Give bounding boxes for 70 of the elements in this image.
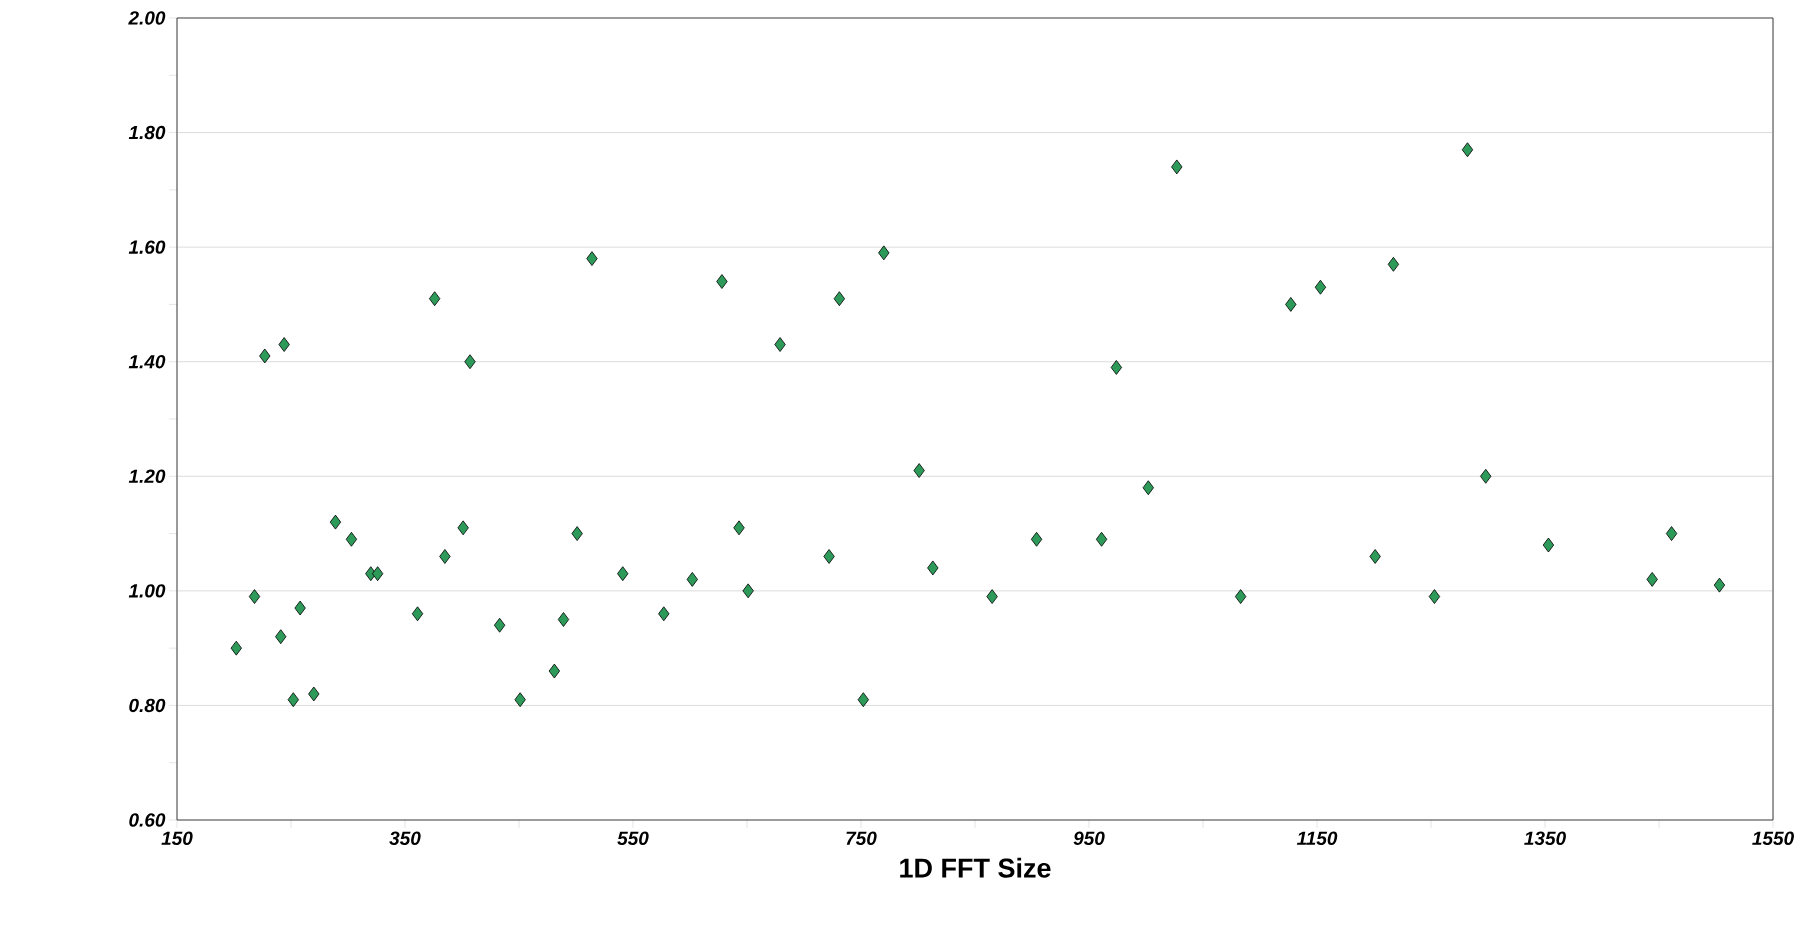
point (345, 531, 358, 547)
point (586, 251, 598, 266)
point (429, 291, 441, 307)
point (1171, 159, 1183, 175)
point (287, 692, 299, 708)
point (823, 549, 835, 564)
point (548, 663, 560, 679)
y-tick-label: 0.60 (129, 813, 166, 827)
point (1369, 549, 1381, 564)
point (742, 583, 754, 599)
point (571, 526, 583, 541)
point (1285, 297, 1297, 312)
point (464, 354, 476, 370)
y-tick-label: 1.00 (128, 584, 166, 598)
y-tick-label: 1.20 (128, 469, 166, 484)
point (1030, 531, 1043, 547)
point (1461, 142, 1474, 158)
x-tick-label: 950 (1073, 831, 1105, 845)
point (1110, 360, 1123, 375)
point (294, 600, 306, 616)
point (1713, 577, 1726, 593)
point (927, 560, 939, 576)
point (259, 348, 271, 364)
point (1095, 531, 1108, 547)
y-tick-label: 0.80 (129, 698, 166, 713)
point (411, 606, 424, 622)
point (774, 337, 786, 352)
point (617, 566, 629, 582)
point (1646, 572, 1658, 587)
point (372, 566, 384, 582)
point (686, 572, 698, 587)
point (1387, 256, 1400, 272)
point (1665, 526, 1678, 541)
point (1480, 468, 1492, 484)
point (493, 617, 506, 633)
point (857, 692, 869, 708)
point (439, 549, 451, 564)
point (557, 612, 570, 627)
point (716, 274, 728, 289)
point (275, 629, 287, 645)
x-tick-label: 150 (161, 831, 193, 845)
point (658, 606, 670, 622)
point (457, 520, 469, 536)
point (1314, 279, 1327, 295)
point (1428, 589, 1441, 604)
x-axis-title: 1D FFT Size (900, 857, 1051, 878)
point (913, 463, 925, 478)
x-tick-label: 550 (617, 831, 649, 845)
x-tick-label: 1350 (1524, 831, 1566, 845)
point (514, 692, 526, 708)
point (329, 514, 342, 530)
y-tick-label: 1.40 (128, 354, 166, 369)
point (733, 520, 745, 536)
point (230, 640, 242, 656)
y-tick-label: 2.00 (128, 11, 166, 25)
point (1234, 589, 1247, 604)
point (1142, 480, 1154, 496)
point (878, 245, 890, 261)
point (1542, 537, 1555, 553)
x-tick-label: 1150 (1296, 831, 1338, 845)
x-tick-label: 1550 (1752, 831, 1794, 845)
y-tick-label: 1.60 (128, 240, 166, 254)
point (986, 589, 998, 604)
point (833, 291, 845, 307)
x-tick-label: 750 (846, 831, 877, 845)
point (278, 337, 290, 352)
point (248, 589, 261, 604)
y-tick-label: 1.80 (128, 125, 166, 140)
x-tick-label: 350 (389, 831, 421, 845)
point (308, 686, 320, 702)
